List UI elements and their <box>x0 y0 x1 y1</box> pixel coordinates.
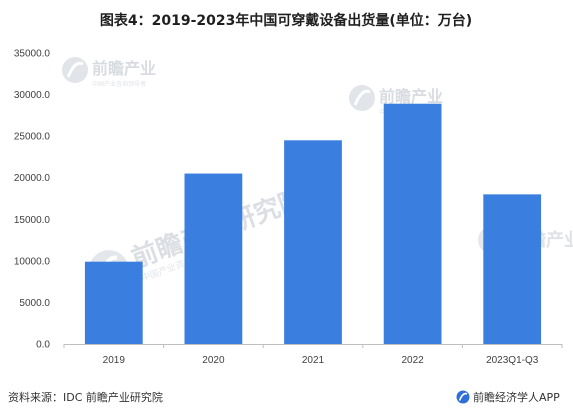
brand-logo: 前瞻经济学人APP <box>456 390 560 404</box>
y-axis: 0.0 5000.0 10000.0 15000.0 20000.0 25000.0 300… <box>14 49 51 351</box>
brand-name: 前瞻经济学人APP <box>473 390 560 404</box>
watermark-subtext: 中国产业咨询领导者 <box>92 80 146 88</box>
bars <box>84 103 542 345</box>
y-tick-label: 15000.0 <box>14 215 51 226</box>
y-tick-label: 0.0 <box>36 340 50 351</box>
y-tick-label: 5000.0 <box>19 298 50 309</box>
y-tick-label: 30000.0 <box>14 90 51 101</box>
chart-title: 图表4：2019-2023年中国可穿戴设备出货量(单位：万台) <box>100 12 472 29</box>
bar-2023Q1-Q3 <box>483 194 542 344</box>
x-tick-label: 2019 <box>103 355 126 366</box>
y-tick-label: 35000.0 <box>14 49 51 60</box>
x-axis: 2019 2020 2021 2022 2023Q1-Q3 <box>63 344 563 366</box>
bar-2022 <box>383 103 442 345</box>
bar-2020 <box>184 173 243 344</box>
watermark-logo-icon <box>349 85 375 111</box>
bar-2019 <box>84 261 143 344</box>
x-tick-label: 2020 <box>202 355 225 366</box>
x-tick-label: 2022 <box>401 355 424 366</box>
y-tick-label: 20000.0 <box>14 173 51 184</box>
y-tick-label: 25000.0 <box>14 132 51 143</box>
x-tick-label: 2021 <box>302 355 325 366</box>
qianzhan-logo-icon <box>456 390 470 404</box>
watermark-logo-icon <box>62 57 88 83</box>
x-tick-label: 2023Q1-Q3 <box>486 355 539 366</box>
watermark-text: 前瞻产业 <box>92 59 156 78</box>
bar-2021 <box>284 140 342 344</box>
source-note: 资料来源：IDC 前瞻产业研究院 <box>8 390 163 404</box>
y-tick-label: 10000.0 <box>14 256 51 267</box>
watermark-text: 前瞻产业 <box>379 87 443 106</box>
watermark-top-left: 前瞻产业 中国产业咨询领导者 <box>62 57 156 88</box>
